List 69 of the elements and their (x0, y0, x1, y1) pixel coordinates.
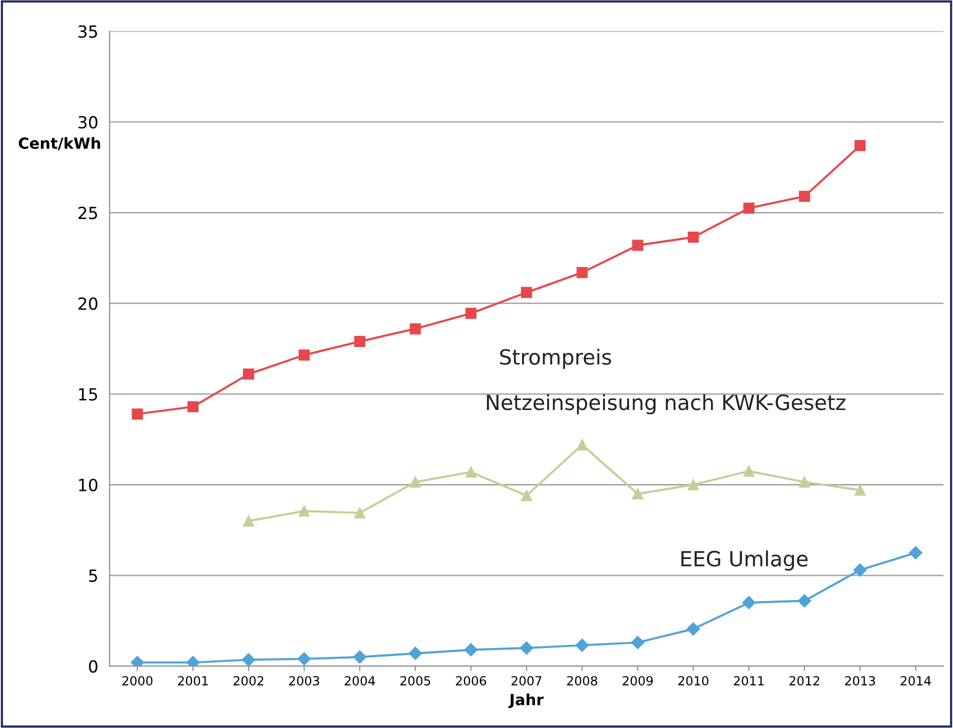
point (743, 466, 754, 477)
point (520, 286, 532, 298)
x-tick-label: 2009 (622, 676, 653, 686)
point (798, 476, 810, 488)
x-tick-label: 2007 (512, 676, 542, 686)
point (520, 641, 534, 655)
point (576, 266, 588, 278)
x-tick-label: 2000 (122, 676, 152, 686)
y-tick-label: 10 (79, 478, 98, 492)
x-tick-label: 2011 (734, 676, 764, 686)
point (742, 596, 756, 610)
x-tick-label: 2002 (234, 676, 264, 686)
point (353, 650, 366, 664)
point (465, 466, 476, 478)
point (132, 408, 143, 420)
series-label: EEG Umlage (681, 550, 808, 571)
y-tick-label: 15 (79, 388, 98, 401)
x-tick-label: 2010 (678, 676, 708, 686)
point (408, 646, 422, 660)
point (576, 439, 588, 450)
x-tick-label: 2004 (344, 676, 375, 686)
point (798, 190, 810, 202)
x-axis-title: Jahr (508, 693, 544, 708)
point (298, 350, 310, 361)
x-tick-label: 2003 (289, 676, 320, 686)
point (187, 401, 199, 412)
x-tick-label: 2014 (900, 676, 931, 686)
point (354, 336, 366, 348)
point (520, 490, 532, 502)
x-tick-label: 2005 (400, 676, 430, 686)
point (632, 240, 644, 251)
point (242, 653, 256, 666)
series-label: Strompreis (500, 348, 612, 369)
point (465, 308, 476, 319)
point (686, 622, 700, 636)
point (298, 652, 311, 666)
point (354, 507, 366, 518)
y-axis-title: Cent/kWh (18, 137, 100, 150)
y-tick-label: 35 (78, 25, 98, 38)
text: Netzeinspeisung nach KWK-Gesetz (486, 394, 846, 414)
point (410, 476, 421, 488)
point (410, 323, 421, 334)
y-tick-label: 0 (88, 660, 98, 673)
y-tick-label: 5 (89, 570, 98, 582)
point (743, 202, 754, 214)
point (909, 546, 922, 560)
point (464, 643, 478, 656)
point (688, 232, 699, 243)
point (798, 594, 812, 608)
point (243, 515, 254, 527)
x-tick-label: 2006 (456, 676, 486, 686)
point (854, 140, 866, 152)
point (243, 368, 254, 380)
y-tick-label: 30 (78, 116, 98, 129)
y-tick-label: 20 (78, 297, 98, 310)
point (632, 488, 644, 500)
point (631, 636, 644, 650)
x-tick-label: 2013 (845, 676, 875, 686)
point (186, 656, 200, 666)
point (853, 563, 867, 577)
x-tick-label: 2001 (178, 676, 208, 686)
x-tick-label: 2012 (790, 676, 820, 686)
y-tick-label: 25 (78, 206, 98, 220)
point (854, 484, 866, 496)
point (688, 479, 699, 490)
x-tick-label: 2008 (567, 676, 598, 686)
point (298, 505, 310, 517)
point (576, 638, 589, 652)
point (130, 656, 144, 666)
